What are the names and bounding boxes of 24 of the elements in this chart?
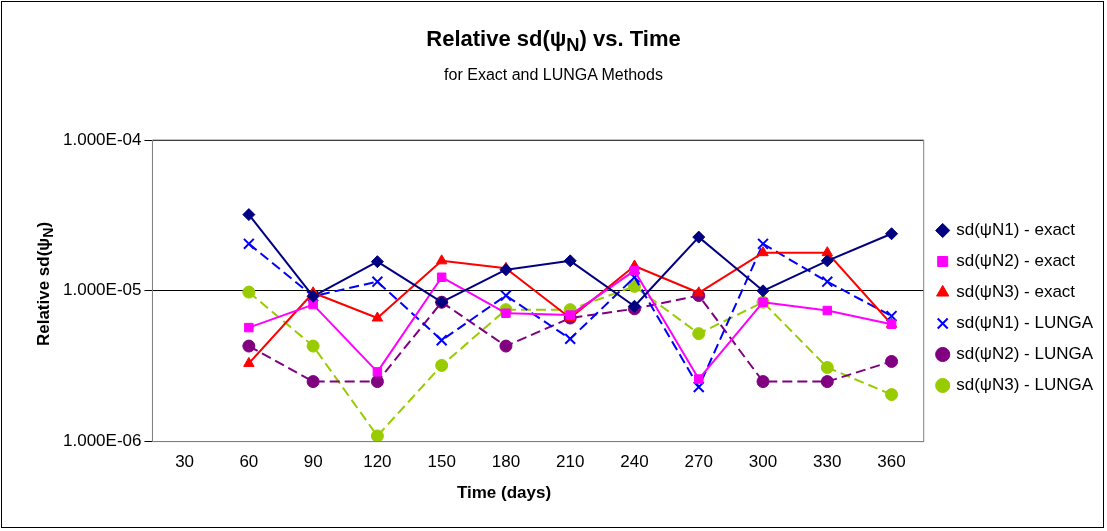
x-tick-label: 60: [239, 452, 259, 472]
y-tick-label: 1.000E-05: [63, 280, 142, 300]
legend-label: sd(ψN2) - LUNGA: [956, 344, 1094, 364]
legend-label: sd(ψN3) - LUNGA: [956, 375, 1094, 395]
x-tick-label: 330: [813, 452, 842, 472]
legend-label: sd(ψN1) - exact: [956, 220, 1076, 240]
chart-subtitle: for Exact and LUNGA Methods: [443, 66, 664, 84]
chart-title: Relative sd(ψ$_{N}$) vs. Time: [425, 26, 682, 57]
legend-label: sd(ψN2) - exact: [956, 251, 1076, 271]
legend-label: sd(ψN3) - exact: [956, 282, 1076, 302]
x-tick-label: 240: [620, 452, 649, 472]
x-tick-label: 120: [363, 452, 392, 472]
x-tick-label: 30: [175, 452, 195, 472]
x-tick-label: 150: [427, 452, 456, 472]
y-tick-label: 1.000E-04: [63, 129, 142, 149]
x-axis-title: Time (days): [455, 483, 553, 503]
x-tick-label: 90: [303, 452, 323, 472]
x-tick-label: 360: [877, 452, 906, 472]
legend-label: sd(ψN1) - LUNGA: [956, 313, 1094, 333]
y-tick-label: 1.000E-06: [63, 431, 142, 451]
x-tick-label: 270: [684, 452, 713, 472]
x-tick-label: 180: [491, 452, 521, 472]
x-tick-label: 300: [748, 452, 778, 472]
x-tick-label: 210: [556, 452, 585, 472]
